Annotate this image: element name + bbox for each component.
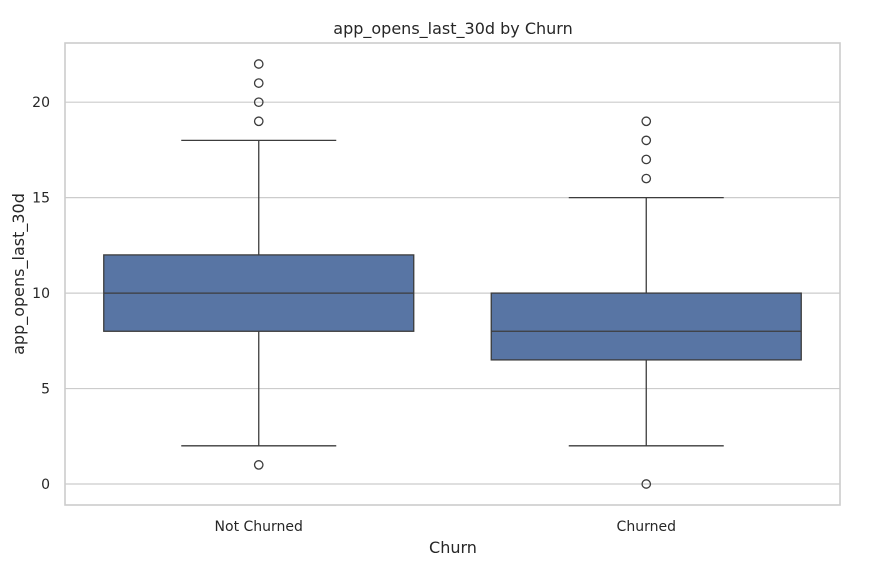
outlier-point bbox=[253, 460, 264, 470]
plot-frame bbox=[64, 42, 841, 506]
outlier-point bbox=[253, 116, 264, 127]
outlier-point bbox=[641, 173, 652, 184]
y-tick-label: 20 bbox=[32, 95, 50, 111]
y-tick-label: 10 bbox=[32, 286, 50, 302]
outlier-point bbox=[253, 59, 264, 69]
box-iqr bbox=[490, 292, 802, 361]
y-tick-label: 0 bbox=[41, 477, 50, 493]
outlier-point bbox=[641, 116, 652, 127]
chart-title: app_opens_last_30d by Churn bbox=[333, 19, 572, 39]
x-axis-label: Churn bbox=[429, 538, 477, 557]
x-tick-label: Not Churned bbox=[215, 519, 303, 535]
outlier-point bbox=[253, 78, 264, 88]
y-axis-label: app_opens_last_30d bbox=[9, 193, 29, 355]
outlier-point bbox=[641, 154, 652, 165]
plot-area: 0 5 10 15 20 Not Churned Churned bbox=[32, 42, 841, 535]
y-tick-label: 15 bbox=[32, 191, 50, 207]
outlier-point bbox=[641, 479, 652, 489]
outlier-point bbox=[641, 135, 652, 146]
x-tick-label: Churned bbox=[617, 519, 676, 535]
y-tick-label: 5 bbox=[41, 382, 50, 398]
outlier-point bbox=[253, 97, 264, 108]
